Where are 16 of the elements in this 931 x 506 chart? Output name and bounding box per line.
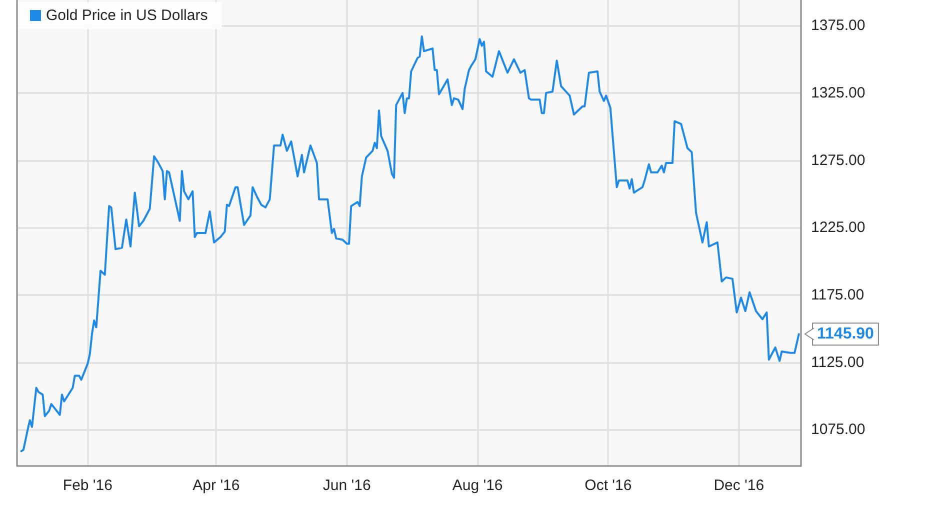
y-tick-label: 1275.00 [811, 152, 866, 169]
x-tick-label: Apr '16 [192, 477, 240, 494]
x-tick-label: Oct '16 [584, 477, 632, 494]
y-tick-label: 1175.00 [811, 286, 864, 304]
x-tick-label: Aug '16 [452, 477, 503, 494]
y-tick-label: 1225.00 [811, 219, 866, 236]
line-series [20, 35, 800, 452]
y-tick-label: 1125.00 [811, 354, 864, 371]
y-tick-label: 1325.00 [811, 84, 866, 102]
x-tick-label: Feb '16 [62, 477, 112, 494]
y-tick-label: 1375.00 [811, 17, 866, 34]
legend-label: Gold Price in US Dollars [46, 7, 208, 24]
y-tick-label: 1075.00 [811, 421, 866, 438]
annotation: 1145.90 [817, 326, 874, 343]
x-tick-label: Dec '16 [714, 477, 764, 494]
x-tick-label: Jun '16 [322, 477, 371, 494]
